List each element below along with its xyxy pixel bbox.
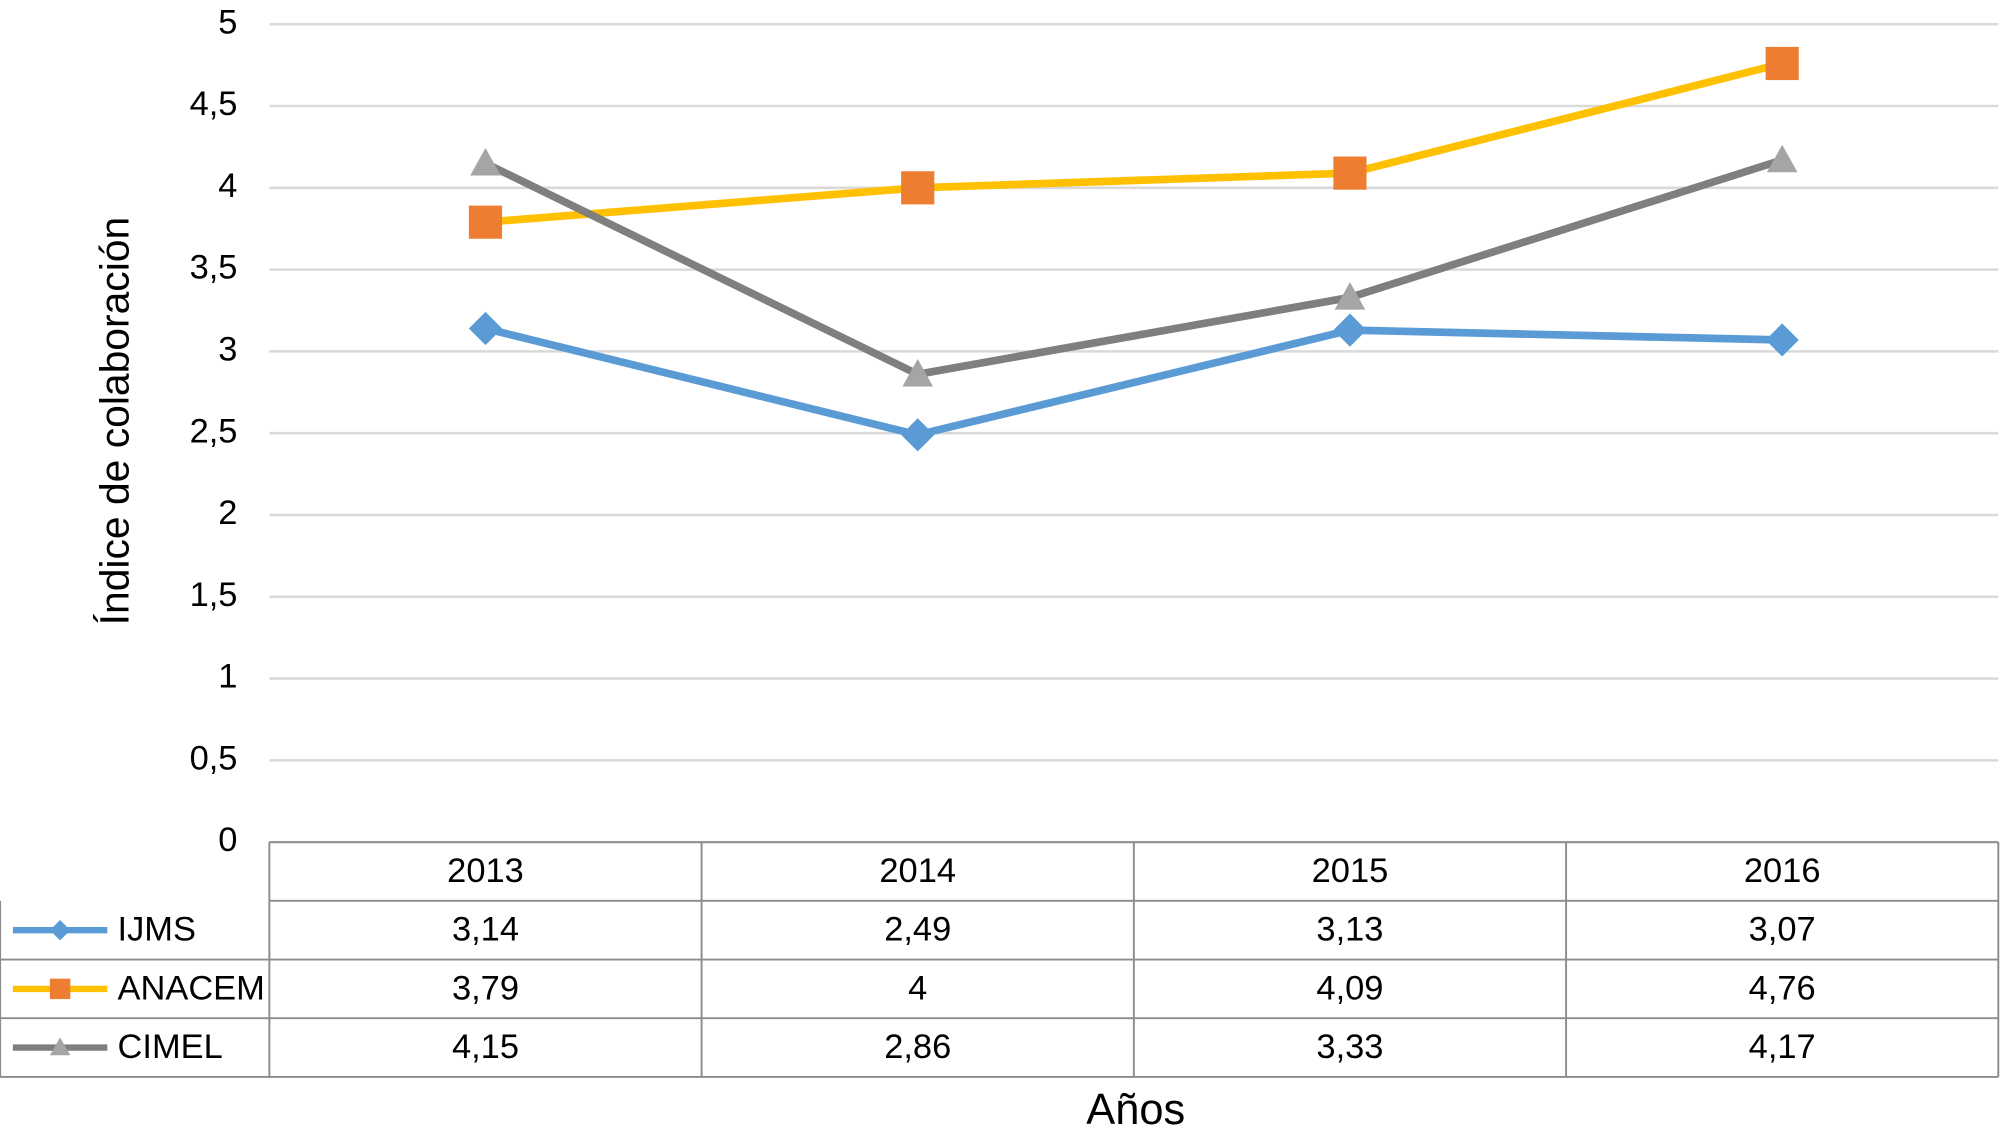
table-value: 4,09 [1316,969,1383,1007]
legend-marker [49,978,71,1000]
y-tick-label: 2,5 [190,412,238,450]
table-value: 3,07 [1749,911,1816,949]
legend-marker [49,1037,71,1056]
y-tick-label: 3 [218,330,237,368]
table-value: 2,86 [884,1028,951,1066]
series-line [484,324,1783,439]
legend-label: CIMEL [118,1028,223,1066]
x-tick-label: 2015 [1312,852,1389,890]
table-value: 4,17 [1749,1028,1816,1066]
marker [470,147,501,176]
y-tick-label: 0 [218,821,237,859]
marker [1334,282,1366,310]
table-value: 2,49 [884,911,951,949]
y-tick-label: 1,5 [190,576,238,614]
x-tick-label: 2013 [447,852,524,890]
marker [1765,46,1799,81]
y-tick-label: 3,5 [190,249,238,287]
y-axis-label: Índice de colaboración [91,217,137,626]
y-tick-label: 5 [218,3,237,41]
table-value: 3,33 [1316,1028,1383,1066]
legend-label: ANACEM [118,969,265,1007]
x-tick-label: 2016 [1744,852,1821,890]
table-value: 4 [908,969,927,1007]
table-value: 4,15 [452,1028,519,1066]
marker [902,358,934,387]
table-value: 4,76 [1749,969,1816,1007]
marker [468,205,503,239]
y-tick-label: 0,5 [190,739,238,777]
legend-marker [49,919,71,941]
marker [1766,144,1798,173]
y-tick-label: 4 [218,167,237,205]
legend-label: IJMS [118,911,196,949]
marker [1333,156,1367,190]
marker [901,171,935,205]
y-tick-label: 4,5 [190,85,238,123]
table-value: 3,14 [452,911,519,949]
y-tick-label: 2 [218,494,237,532]
y-tick-label: 1 [218,658,237,696]
marker [1333,313,1367,347]
table-value: 3,13 [1316,911,1383,949]
series-line [483,156,1784,379]
table-value: 3,79 [452,969,519,1007]
x-tick-label: 2014 [879,852,956,890]
series-line [485,59,1784,226]
marker [901,418,935,452]
x-axis-label: Años [1086,1086,1185,1134]
marker [468,311,503,346]
